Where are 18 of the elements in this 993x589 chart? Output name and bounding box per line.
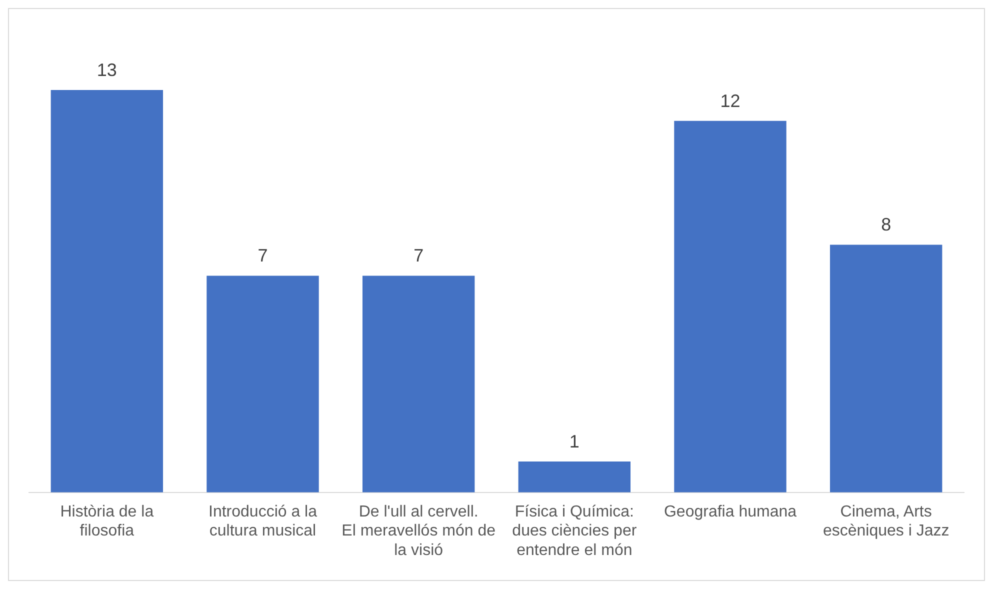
x-tick-label: Cinema, Arts escèniques i Jazz [822, 503, 950, 540]
data-label: 7 [414, 246, 424, 266]
data-label: 7 [258, 246, 268, 266]
data-label: 12 [720, 90, 740, 111]
bar [362, 276, 475, 492]
bar [206, 276, 319, 492]
bar [518, 461, 631, 492]
bar [830, 244, 942, 492]
bar [674, 120, 786, 492]
data-label: 13 [96, 60, 117, 80]
x-tick-label: Geografia humana [664, 503, 797, 520]
data-label: 8 [881, 214, 892, 235]
x-tick-label: De l'ull al cervell. El meravellós món de la visió [342, 503, 496, 559]
x-tick-label: Física i Química: dues ciències per entendre el món [512, 503, 638, 559]
x-tick-label: Introducció a la cultura musical [208, 503, 318, 540]
data-label: 1 [569, 431, 580, 452]
x-tick-label: Història de la filosofia [60, 503, 154, 540]
bar [50, 90, 164, 492]
